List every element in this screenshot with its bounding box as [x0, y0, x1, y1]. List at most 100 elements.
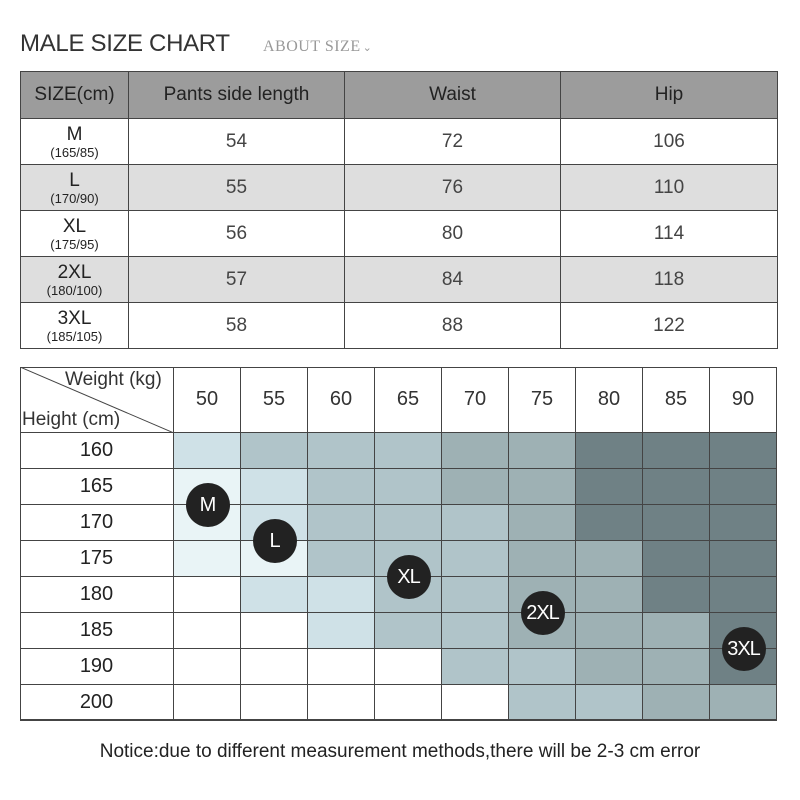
grid-cell — [643, 433, 710, 469]
grid-cell — [442, 577, 509, 613]
grid-cell — [643, 541, 710, 577]
grid-cell — [576, 541, 643, 577]
grid-cell — [710, 469, 777, 505]
table-row: 2XL (180/100) 57 84 118 — [20, 256, 778, 303]
size-marker: M — [185, 483, 230, 527]
grid-cell — [509, 433, 576, 469]
grid-cell — [442, 505, 509, 541]
height-row-label: 180 — [20, 577, 174, 613]
notice-text: Notice:due to different measurement meth… — [99, 741, 701, 762]
grid-cell — [308, 613, 375, 649]
waist-cell: 80 — [344, 210, 561, 257]
height-row-label: 190 — [20, 649, 174, 685]
pants-length-cell: 55 — [128, 164, 345, 211]
size-label: L — [69, 169, 80, 191]
grid-cell — [509, 685, 576, 721]
grid-cell — [308, 649, 375, 685]
height-row-label: 160 — [20, 433, 174, 469]
height-row-label: 175 — [20, 541, 174, 577]
header-size: SIZE(cm) — [20, 71, 129, 119]
grid-corner-cell: Weight (kg) Height (cm) — [20, 367, 174, 433]
grid-cell — [509, 541, 576, 577]
grid-cell — [375, 433, 442, 469]
grid-cell — [174, 541, 241, 577]
weight-header-cell: 55 — [241, 367, 308, 433]
grid-cell — [174, 577, 241, 613]
grid-cell — [509, 649, 576, 685]
weight-header-cell: 70 — [442, 367, 509, 433]
grid-cell — [576, 505, 643, 541]
grid-cell — [710, 577, 777, 613]
weight-height-grid: Weight (kg) Height (cm) 50 55 60 65 70 75 80 85 90… — [20, 367, 777, 721]
grid-cell — [174, 613, 241, 649]
weight-header-cell: 90 — [710, 367, 777, 433]
about-size-link[interactable]: ABOUT SIZE ⌄ — [263, 38, 372, 56]
grid-cell — [710, 541, 777, 577]
grid-cell — [576, 577, 643, 613]
grid-cell — [643, 469, 710, 505]
grid-cell — [576, 685, 643, 721]
grid-cell — [241, 433, 308, 469]
size-label: M — [66, 123, 83, 145]
header-waist: Waist — [344, 71, 561, 119]
grid-cell — [643, 649, 710, 685]
height-row-label: 200 — [20, 685, 174, 721]
grid-cell — [442, 433, 509, 469]
grid-cell — [576, 469, 643, 505]
grid-cell — [576, 433, 643, 469]
grid-cell — [375, 685, 442, 721]
size-height-chest: (185/105) — [46, 328, 103, 344]
pants-length-cell: 57 — [128, 256, 345, 303]
weight-header-cell: 75 — [509, 367, 576, 433]
waist-cell: 88 — [344, 302, 561, 349]
size-table: SIZE(cm) Pants side length Waist Hip M (1… — [20, 71, 778, 349]
pants-length-cell: 54 — [128, 118, 345, 165]
table-row: XL (175/95) 56 80 114 — [20, 210, 778, 257]
size-height-chest: (175/95) — [50, 236, 99, 252]
grid-cell — [576, 649, 643, 685]
grid-cell — [375, 613, 442, 649]
waist-cell: 76 — [344, 164, 561, 211]
grid-cell — [643, 613, 710, 649]
size-cell: 3XL (185/105) — [20, 302, 129, 349]
grid-cell — [442, 649, 509, 685]
size-label: 2XL — [57, 261, 92, 283]
weight-header-cell: 80 — [576, 367, 643, 433]
height-row-label: 170 — [20, 505, 174, 541]
grid-cell — [509, 469, 576, 505]
size-marker: L — [252, 519, 297, 563]
grid-cell — [308, 577, 375, 613]
weight-axis-label: Weight (kg) — [65, 369, 162, 390]
size-height-chest: (180/100) — [46, 282, 103, 298]
pants-length-cell: 58 — [128, 302, 345, 349]
grid-cell — [308, 541, 375, 577]
grid-cell — [241, 649, 308, 685]
height-row-label: 185 — [20, 613, 174, 649]
grid-cell — [643, 577, 710, 613]
size-label: XL — [62, 215, 87, 237]
grid-cell — [643, 685, 710, 721]
size-cell: M (165/85) — [20, 118, 129, 165]
hip-cell: 110 — [560, 164, 778, 211]
grid-cell — [442, 541, 509, 577]
diagonal-divider — [20, 367, 174, 433]
size-marker: XL — [386, 555, 431, 599]
size-height-chest: (170/90) — [50, 190, 99, 206]
size-marker: 3XL — [721, 627, 766, 671]
height-axis-label: Height (cm) — [22, 409, 121, 430]
chart-title: MALE SIZE CHART — [20, 30, 230, 57]
grid-cell — [174, 685, 241, 721]
header-pants-length: Pants side length — [128, 71, 345, 119]
grid-cell — [710, 505, 777, 541]
grid-cell — [442, 613, 509, 649]
size-cell: XL (175/95) — [20, 210, 129, 257]
grid-cell — [710, 685, 777, 721]
grid-cell — [241, 577, 308, 613]
size-height-chest: (165/85) — [50, 144, 99, 160]
height-row-label: 165 — [20, 469, 174, 505]
table-row: M (165/85) 54 72 106 — [20, 118, 778, 165]
size-label: 3XL — [57, 307, 92, 329]
grid-cell — [375, 649, 442, 685]
hip-cell: 118 — [560, 256, 778, 303]
weight-header-cell: 85 — [643, 367, 710, 433]
